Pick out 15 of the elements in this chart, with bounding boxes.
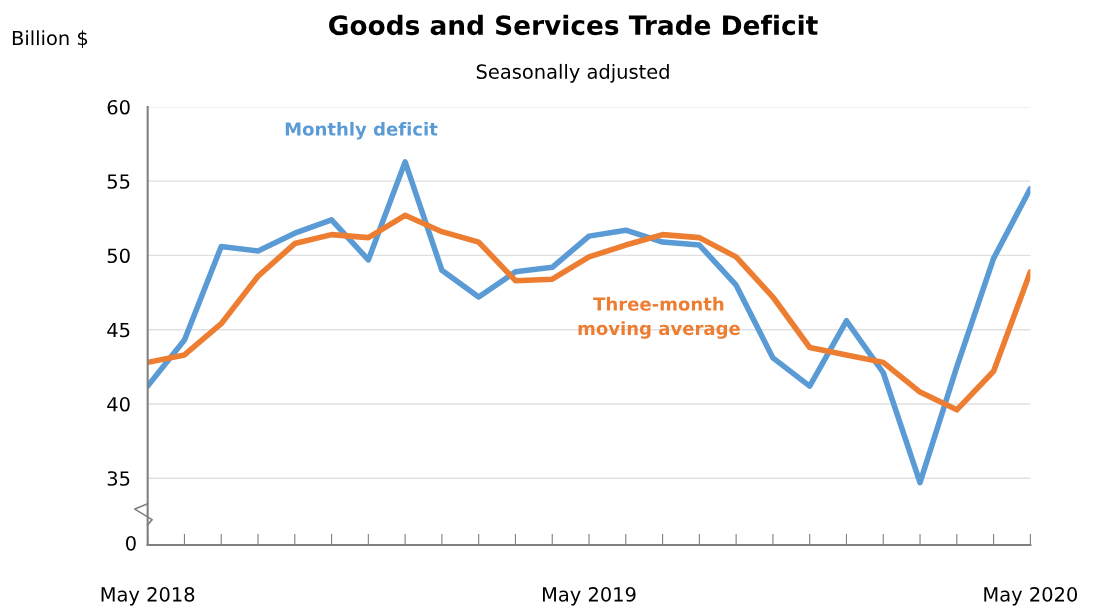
x-tick-label: May 2020 bbox=[984, 587, 1078, 606]
y-tick-label: 60 bbox=[107, 99, 130, 115]
y-tick-label: 45 bbox=[107, 322, 130, 338]
chart-subtitle: Seasonally adjusted bbox=[476, 63, 669, 83]
y-tick-label: 35 bbox=[107, 471, 130, 486]
series-label: Three-month moving average bbox=[578, 296, 740, 339]
y-tick-label: 55 bbox=[107, 174, 130, 189]
text: 0 bbox=[125, 535, 136, 551]
x-tick-label: May 2019 bbox=[542, 587, 636, 606]
chart-title: Goods and Services Trade Deficit bbox=[329, 14, 818, 36]
text: Monthly deficit bbox=[285, 121, 438, 140]
x-tick-label: May 2018 bbox=[101, 587, 195, 606]
y-tick-label: 50 bbox=[107, 248, 130, 264]
y-tick-label: 40 bbox=[107, 396, 130, 412]
y-axis-title: Billion $ bbox=[12, 30, 88, 48]
